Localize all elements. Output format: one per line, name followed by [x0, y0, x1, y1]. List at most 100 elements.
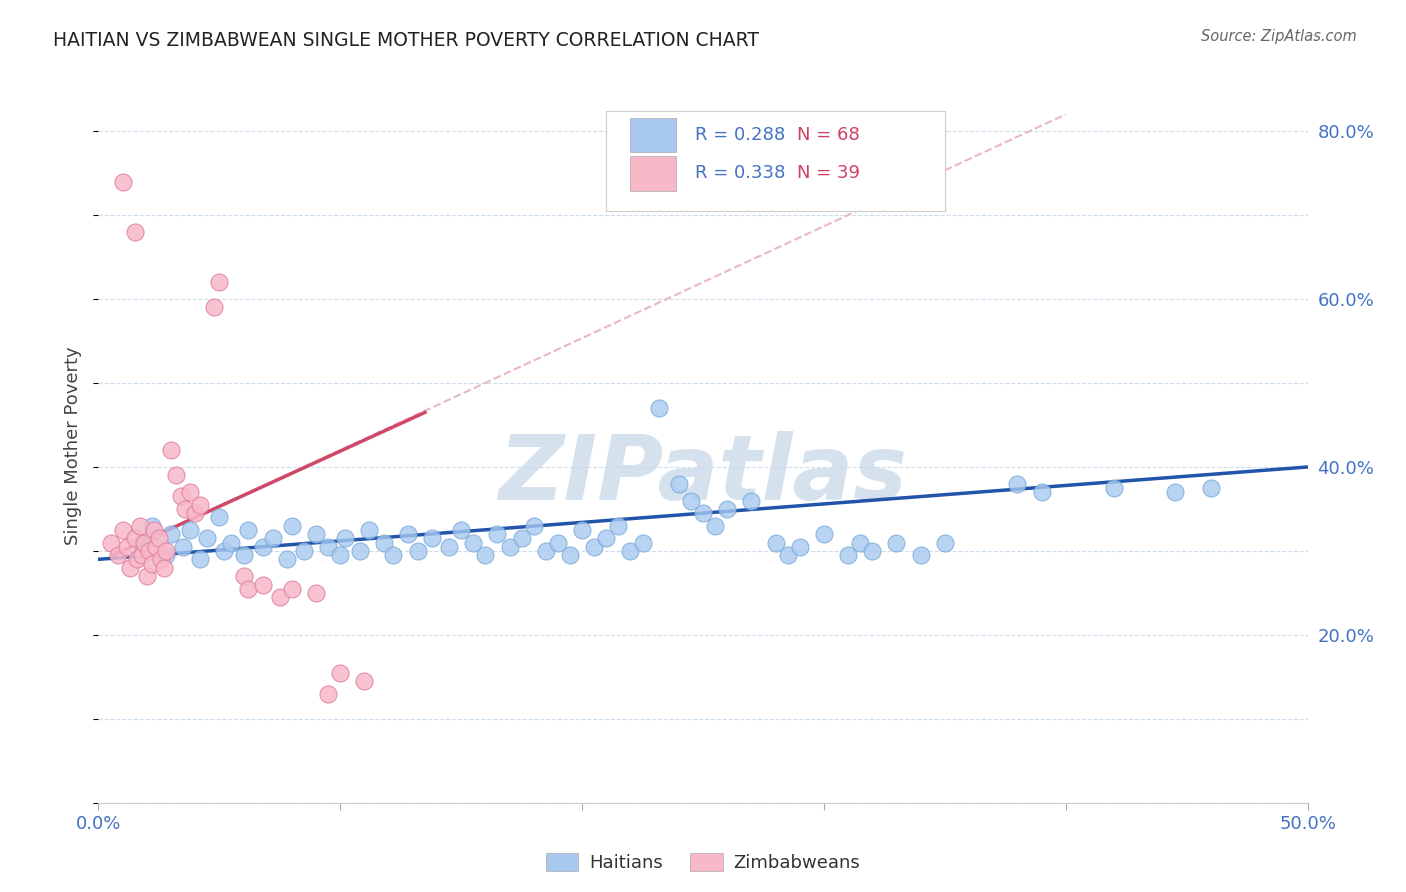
- Point: [276, 552, 298, 566]
- Point: [486, 527, 509, 541]
- Point: [221, 535, 243, 549]
- Point: [238, 582, 260, 596]
- Point: [510, 532, 533, 546]
- Point: [813, 527, 835, 541]
- Point: [134, 535, 156, 549]
- Point: [111, 523, 134, 537]
- Point: [523, 518, 546, 533]
- Point: [692, 506, 714, 520]
- Point: [305, 586, 328, 600]
- Point: [547, 535, 569, 549]
- Point: [152, 560, 174, 574]
- Point: [934, 535, 956, 549]
- Point: [886, 535, 908, 549]
- Point: [789, 540, 811, 554]
- Point: [179, 485, 201, 500]
- Point: [124, 225, 146, 239]
- Point: [148, 532, 170, 546]
- Point: [160, 443, 183, 458]
- Text: Source: ZipAtlas.com: Source: ZipAtlas.com: [1201, 29, 1357, 44]
- Point: [910, 548, 932, 562]
- Point: [558, 548, 581, 562]
- Point: [128, 518, 150, 533]
- Point: [498, 540, 520, 554]
- Point: [316, 687, 339, 701]
- Point: [184, 506, 207, 520]
- Point: [124, 532, 146, 546]
- Point: [595, 532, 617, 546]
- Point: [145, 540, 167, 554]
- Point: [420, 532, 443, 546]
- Point: [329, 665, 352, 680]
- Point: [262, 532, 284, 546]
- Point: [349, 544, 371, 558]
- Point: [131, 535, 153, 549]
- Point: [172, 540, 194, 554]
- Point: [1007, 476, 1029, 491]
- Point: [117, 540, 139, 554]
- Point: [776, 548, 799, 562]
- Point: [281, 582, 304, 596]
- Point: [1031, 485, 1053, 500]
- Point: [740, 493, 762, 508]
- Point: [155, 548, 177, 562]
- Point: [860, 544, 883, 558]
- Point: [1199, 481, 1222, 495]
- Point: [143, 523, 166, 537]
- Point: [107, 548, 129, 562]
- Point: [281, 518, 304, 533]
- Point: [571, 523, 593, 537]
- Point: [111, 175, 134, 189]
- Point: [141, 557, 163, 571]
- Point: [704, 518, 727, 533]
- Point: [353, 674, 375, 689]
- Point: [648, 401, 671, 416]
- Point: [396, 527, 419, 541]
- Point: [463, 535, 485, 549]
- Point: [127, 552, 149, 566]
- Point: [437, 540, 460, 554]
- Point: [188, 552, 211, 566]
- Point: [141, 518, 163, 533]
- Point: [359, 523, 381, 537]
- Point: [406, 544, 429, 558]
- Point: [716, 502, 738, 516]
- Point: [607, 518, 630, 533]
- Point: [238, 523, 260, 537]
- Text: N = 39: N = 39: [797, 164, 860, 182]
- Point: [583, 540, 606, 554]
- Legend: Haitians, Zimbabweans: Haitians, Zimbabweans: [538, 846, 868, 880]
- Point: [150, 552, 173, 566]
- Point: [668, 476, 690, 491]
- Point: [382, 548, 405, 562]
- Y-axis label: Single Mother Poverty: Single Mother Poverty: [65, 347, 83, 545]
- Point: [208, 275, 231, 289]
- Point: [679, 493, 702, 508]
- Point: [837, 548, 859, 562]
- FancyBboxPatch shape: [630, 118, 676, 152]
- Point: [269, 590, 291, 604]
- Point: [174, 502, 197, 516]
- Point: [292, 544, 315, 558]
- Point: [118, 560, 141, 574]
- Point: [100, 535, 122, 549]
- Point: [1102, 481, 1125, 495]
- Point: [160, 527, 183, 541]
- Text: ZIPatlas: ZIPatlas: [499, 431, 907, 518]
- Point: [474, 548, 496, 562]
- Point: [195, 532, 218, 546]
- Point: [765, 535, 787, 549]
- Point: [252, 577, 274, 591]
- Point: [232, 548, 254, 562]
- Point: [1163, 485, 1185, 500]
- Point: [208, 510, 231, 524]
- Point: [450, 523, 472, 537]
- Text: R = 0.288: R = 0.288: [695, 126, 785, 144]
- Point: [138, 544, 160, 558]
- Text: N = 68: N = 68: [797, 126, 860, 144]
- Point: [204, 301, 226, 315]
- Point: [849, 535, 872, 549]
- Point: [373, 535, 395, 549]
- Point: [631, 535, 654, 549]
- Point: [188, 498, 211, 512]
